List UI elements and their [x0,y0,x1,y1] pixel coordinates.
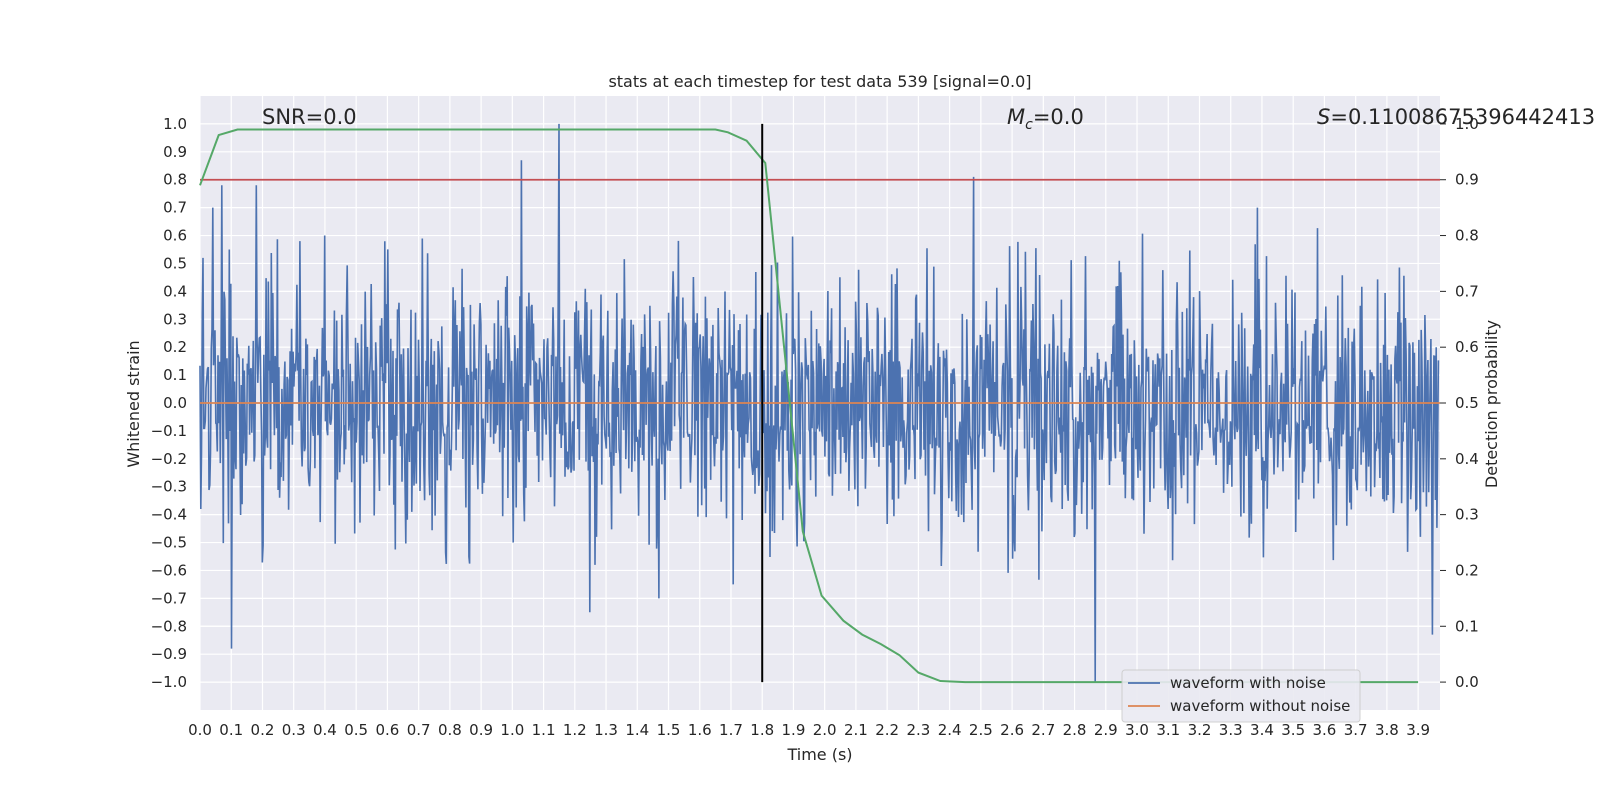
x-tick-label: 1.5 [657,721,681,739]
y-tick-label: −0.5 [151,534,187,552]
y-tick-label: 0.0 [163,394,187,412]
x-tick-label: 3.9 [1406,721,1430,739]
x-tick-label: 2.6 [1000,721,1024,739]
x-tick-label: 2.9 [1094,721,1118,739]
x-tick-label: 2.2 [875,721,899,739]
y2-tick-label: 0.7 [1455,282,1479,300]
y-tick-label: 0.6 [163,227,187,245]
legend: waveform with noise waveform without noi… [1121,669,1361,723]
y-tick-label: 0.4 [163,282,187,300]
y-tick-label: 0.5 [163,254,187,272]
x-tick-label: 2.1 [844,721,868,739]
chart-title: stats at each timestep for test data 539… [608,72,1031,91]
x-tick-label: 0.8 [438,721,462,739]
chart-marks [199,123,1440,684]
x-tick-label: 0.0 [188,721,212,739]
y-tick-label: −0.1 [151,422,187,440]
x-tick-label: 1.2 [563,721,587,739]
y2-tick-label: 0.2 [1455,561,1479,579]
x-tick-label: 1.1 [532,721,556,739]
legend-label-noise: waveform with noise [1170,674,1326,692]
x-tick-label: 0.4 [313,721,337,739]
y2-tick-label: 1.0 [1455,115,1479,133]
series-waveform-with-noise [199,123,1440,683]
x-tick-label: 3.3 [1219,721,1243,739]
x-tick-label: 0.9 [469,721,493,739]
y-tick-label: −1.0 [151,673,187,691]
x-tick-label: 1.3 [594,721,618,739]
y-tick-label: −0.2 [151,450,187,468]
x-tick-label: 0.3 [282,721,306,739]
legend-label-clean: waveform without noise [1170,697,1350,715]
s-value: =0.11008675396442413 [1330,105,1595,129]
x-tick-label: 3.2 [1188,721,1212,739]
x-tick-label: 3.8 [1375,721,1399,739]
y2-tick-label: 0.0 [1455,673,1479,691]
snr-annotation: SNR=0.0 [262,105,357,129]
s-symbol: S [1317,105,1330,129]
x-tick-label: 3.5 [1281,721,1305,739]
x-tick-label: 1.0 [500,721,524,739]
y2-tick-label: 0.5 [1455,394,1479,412]
y-tick-label: 1.0 [163,115,187,133]
y2-tick-label: 0.4 [1455,450,1479,468]
legend-box [1121,669,1361,723]
y-tick-label: −0.9 [151,645,187,663]
x-tick-label: 2.5 [969,721,993,739]
y-tick-label: −0.6 [151,561,187,579]
x-tick-label: 3.4 [1250,721,1274,739]
mc-annotation: Mc=0.0 [1007,105,1084,133]
y-tick-label: −0.7 [151,589,187,607]
y-tick-label: 0.1 [163,366,187,384]
y2-axis-label: Detection probability [1482,320,1501,488]
x-tick-label: 0.7 [407,721,431,739]
y-tick-label: −0.3 [151,478,187,496]
x-tick-label: 1.9 [782,721,806,739]
y-tick-label: 0.2 [163,338,187,356]
y-tick-label: 0.8 [163,171,187,189]
x-tick-label: 3.6 [1313,721,1337,739]
mc-symbol: M [1007,105,1025,129]
x-tick-label: 2.3 [906,721,930,739]
s-annotation: S=0.11008675396442413 [1317,105,1595,129]
y2-tick-label: 0.1 [1455,617,1479,635]
x-tick-label: 1.7 [719,721,743,739]
mc-subscript: c [1025,117,1033,133]
x-tick-label: 3.7 [1344,721,1368,739]
mc-value: =0.0 [1033,105,1084,129]
y-tick-label: −0.8 [151,617,187,635]
x-axis-label: Time (s) [786,745,852,764]
y2-tick-label: 0.9 [1455,171,1479,189]
x-tick-label: 1.8 [750,721,774,739]
y-tick-label: 0.7 [163,199,187,217]
x-tick-label: 2.0 [813,721,837,739]
x-tick-label: 3.0 [1125,721,1149,739]
y2-tick-label: 0.6 [1455,338,1479,356]
x-tick-label: 2.4 [938,721,962,739]
x-tick-label: 0.5 [344,721,368,739]
y-axis-label: Whitened strain [124,340,143,467]
y-tick-label: 0.9 [163,143,187,161]
x-tick-label: 0.6 [375,721,399,739]
y2-tick-label: 0.3 [1455,506,1479,524]
y-tick-label: −0.4 [151,506,187,524]
x-tick-label: 1.6 [688,721,712,739]
x-tick-label: 3.1 [1156,721,1180,739]
series-detection-probability [199,128,1419,684]
x-tick-label: 0.2 [251,721,275,739]
x-tick-label: 1.4 [625,721,649,739]
x-tick-label: 2.7 [1031,721,1055,739]
noise-series [199,123,1440,683]
tick-labels: 0.0 0.1 0.2 0.3 0.4 0.5 0.6 0.7 0.8 0.9 1.0 1.1 1.2 1… [151,115,1479,739]
y2-tick-label: 0.8 [1455,227,1479,245]
x-tick-label: 0.1 [219,721,243,739]
x-tick-label: 2.8 [1063,721,1087,739]
y-tick-label: 0.3 [163,310,187,328]
